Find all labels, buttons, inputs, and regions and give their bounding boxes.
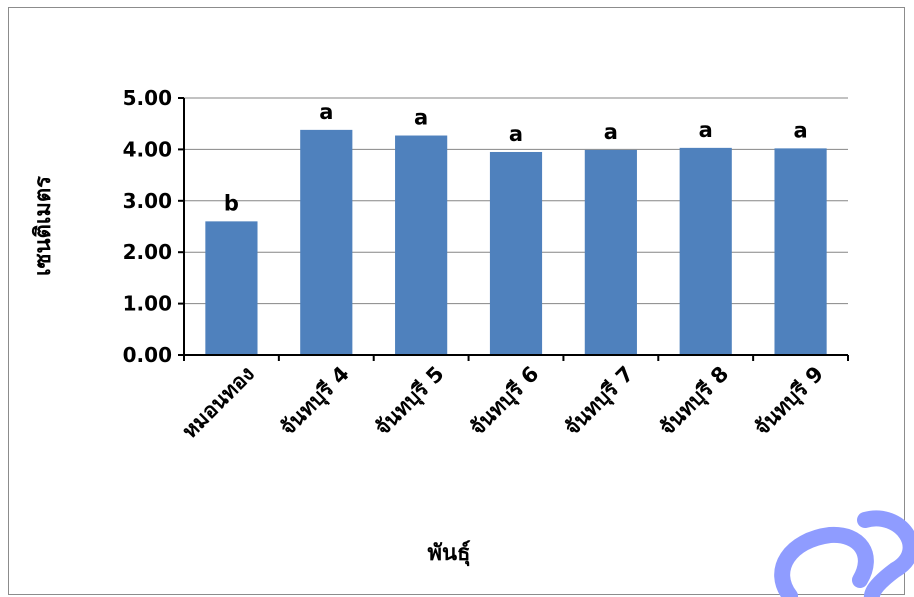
- y-tick-label: 0.00: [123, 343, 172, 367]
- y-axis-title: เซนติเมตร: [31, 176, 56, 276]
- bar: [205, 221, 258, 355]
- x-tick-label: จันทบุรี 4: [275, 362, 355, 442]
- bar: [584, 149, 637, 355]
- chart-frame: [8, 7, 905, 595]
- data-label: a: [699, 118, 713, 142]
- x-axis-title: พันธุ์: [428, 540, 471, 567]
- watermark-logo: [774, 510, 914, 597]
- data-label: b: [224, 191, 239, 215]
- data-label: a: [793, 118, 807, 142]
- y-tick-label: 1.00: [123, 292, 172, 316]
- axes: [178, 97, 849, 361]
- x-tick-label: จันทบุรี 6: [465, 362, 545, 442]
- x-tick-label: จันทบุรี 8: [655, 362, 735, 442]
- data-label: a: [319, 100, 333, 124]
- y-tick-label: 2.00: [123, 240, 172, 264]
- bar: [489, 151, 543, 355]
- y-tick-label: 4.00: [123, 137, 172, 161]
- bar: [774, 148, 827, 355]
- x-tick-label: จันทบุรี 5: [370, 362, 450, 442]
- x-tick-label: หมอนทอง: [177, 362, 259, 444]
- data-label: a: [414, 106, 428, 130]
- bars: [205, 129, 827, 355]
- bar: [300, 129, 353, 355]
- y-tick-label: 3.00: [123, 189, 172, 213]
- data-label: a: [509, 122, 523, 146]
- bar: [679, 147, 732, 355]
- bar: [395, 135, 448, 355]
- y-tick-label: 5.00: [123, 86, 172, 110]
- x-tick-label: จันทบุรี 9: [750, 362, 830, 442]
- x-tick-label: จันทบุรี 7: [560, 362, 640, 442]
- y-tick-labels: 0.00 1.00 2.00 3.00 4.00 5.00: [123, 86, 172, 367]
- x-tick-labels: หมอนทอง จันทบุรี 4 จันทบุรี 5 จันทบุรี 6 จัน…: [177, 362, 829, 444]
- data-labels: b a a a a a a: [224, 100, 808, 215]
- data-label: a: [604, 120, 618, 144]
